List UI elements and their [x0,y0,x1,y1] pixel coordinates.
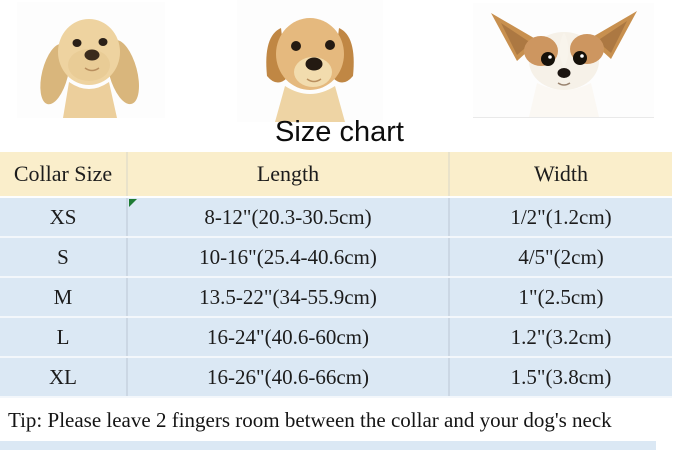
dog-photo-golden-retriever-puppy [237,0,383,122]
dog-photo-cocker-spaniel-puppy [17,2,165,118]
cell-width: 4/5"(2cm) [448,238,672,276]
column-header-length: Length [126,152,448,196]
cell-length: 10-16"(25.4-40.6cm) [126,238,448,276]
dog-photo-chihuahua-puppy [473,3,654,118]
cell-length-text: 8-12"(20.3-30.5cm) [204,204,372,229]
size-table: Collar Size Length Width XS 8-12"(20.3-3… [0,152,672,398]
table-row-m: M 13.5-22"(34-55.9cm) 1"(2.5cm) [0,278,672,318]
table-row-xs: XS 8-12"(20.3-30.5cm) 1/2"(1.2cm) [0,198,672,238]
cell-length: 8-12"(20.3-30.5cm) [126,198,448,236]
cell-size: XL [49,364,77,389]
column-header-collar-size: Collar Size [13,161,113,186]
cell-length: 16-24"(40.6-60cm) [126,318,448,356]
cell-size: XS [49,204,77,229]
cell-length: 13.5-22"(34-55.9cm) [126,278,448,316]
cell-width: 1"(2.5cm) [448,278,672,316]
cell-size: M [53,284,73,309]
page-title: Size chart [275,116,404,148]
table-row-xl: XL 16-26"(40.6-66cm) 1.5"(3.8cm) [0,358,672,398]
table-header-row: Collar Size Length Width [0,152,672,198]
column-header-width: Width [448,152,672,196]
cell-length: 16-26"(40.6-66cm) [126,358,448,396]
tip-note: Tip: Please leave 2 fingers room between… [0,400,679,440]
cell-width: 1.2"(3.2cm) [448,318,672,356]
cell-size: S [57,244,69,269]
table-row-l: L 16-24"(40.6-60cm) 1.2"(3.2cm) [0,318,672,358]
cocker-spaniel-puppy-illustration [40,19,139,118]
cropped-row-strip [0,441,656,450]
chihuahua-puppy-illustration [491,11,637,117]
cell-width: 1/2"(1.2cm) [448,198,672,236]
green-corner-marker-icon [129,199,137,207]
golden-retriever-puppy-illustration [266,18,354,122]
cell-width: 1.5"(3.8cm) [448,358,672,396]
cell-size: L [56,324,70,349]
table-row-s: S 10-16"(25.4-40.6cm) 4/5"(2cm) [0,238,672,278]
